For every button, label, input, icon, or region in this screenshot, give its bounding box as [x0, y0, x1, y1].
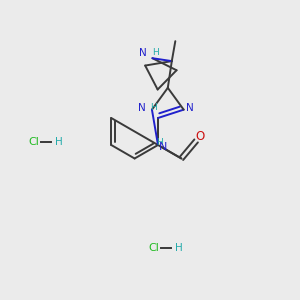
- Text: N: N: [186, 103, 194, 113]
- Text: Cl: Cl: [28, 137, 39, 147]
- Text: H: H: [175, 243, 183, 253]
- Text: N: N: [138, 103, 145, 112]
- Text: H: H: [150, 103, 157, 112]
- Text: H: H: [152, 48, 159, 57]
- Text: N: N: [140, 48, 147, 58]
- Text: H: H: [156, 137, 163, 146]
- Text: Cl: Cl: [148, 243, 159, 253]
- Text: O: O: [195, 130, 204, 143]
- Text: N: N: [159, 142, 168, 152]
- Text: H: H: [55, 137, 63, 147]
